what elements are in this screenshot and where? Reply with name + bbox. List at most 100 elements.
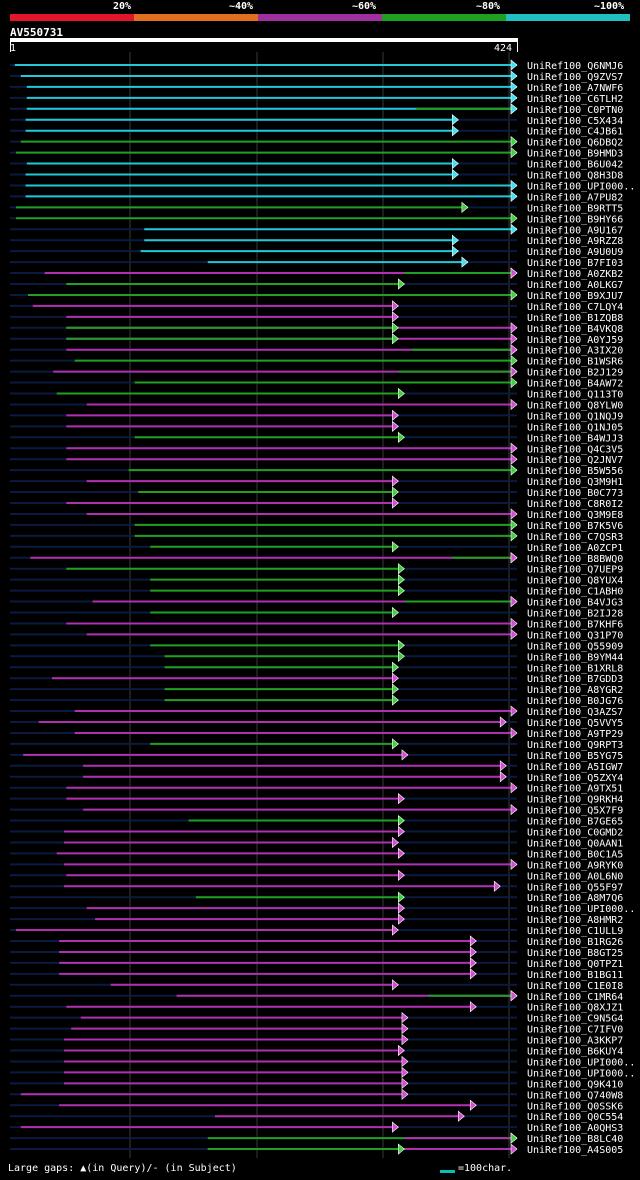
hit-label[interactable]: UniRef100_Q3M9H1	[527, 477, 623, 488]
hit-label[interactable]: UniRef100_Q6DBQ2	[527, 138, 623, 149]
hit-label[interactable]: UniRef100_A9RYK0	[527, 860, 623, 871]
hit-label[interactable]: UniRef100_C8R0I2	[527, 499, 623, 510]
hit-label[interactable]: UniRef100_Q0C554	[527, 1112, 623, 1123]
hit-label[interactable]: UniRef100_A3IX20	[527, 346, 623, 357]
hit-label[interactable]: UniRef100_Q8YLW0	[527, 400, 623, 411]
hit-label[interactable]: UniRef100_Q8XJZ1	[527, 1003, 623, 1014]
hit-label[interactable]: UniRef100_B8BWQ0	[527, 554, 623, 565]
hit-label[interactable]: UniRef100_B9HMD3	[527, 149, 623, 160]
hit-label[interactable]: UniRef100_A0ZKB2	[527, 269, 623, 280]
hit-label[interactable]: UniRef100_UPI000..	[527, 904, 635, 915]
hit-label[interactable]: UniRef100_Q0SSK6	[527, 1101, 623, 1112]
hit-label[interactable]: UniRef100_A9U167	[527, 225, 623, 236]
hit-label[interactable]: UniRef100_A9RZZ8	[527, 236, 623, 247]
hit-label[interactable]: UniRef100_C1ABH0	[527, 587, 623, 598]
hit-label[interactable]: UniRef100_Q1NJ05	[527, 422, 623, 433]
hit-label[interactable]: UniRef100_Q5X7F9	[527, 806, 623, 817]
hit-label[interactable]: UniRef100_B2J129	[527, 368, 623, 379]
hit-label[interactable]: UniRef100_A3KKP7	[527, 1036, 623, 1047]
hit-label[interactable]: UniRef100_B0JG76	[527, 696, 623, 707]
hit-label[interactable]: UniRef100_Q9K410	[527, 1079, 623, 1090]
hit-label[interactable]: UniRef100_Q1NQJ9	[527, 411, 623, 422]
hit-label[interactable]: UniRef100_Q3AZS7	[527, 707, 623, 718]
hit-label[interactable]: UniRef100_C0GMD2	[527, 828, 623, 839]
hit-label[interactable]: UniRef100_Q9ZVS7	[527, 72, 623, 83]
hit-label[interactable]: UniRef100_B7GE65	[527, 817, 623, 828]
hit-label[interactable]: UniRef100_A0QHS3	[527, 1123, 623, 1134]
hit-label[interactable]: UniRef100_B0C773	[527, 488, 623, 499]
hit-label[interactable]: UniRef100_C7LQY4	[527, 302, 623, 313]
hit-label[interactable]: UniRef100_B7FI03	[527, 258, 623, 269]
hit-label[interactable]: UniRef100_A9TX51	[527, 784, 623, 795]
hit-label[interactable]: UniRef100_C7IFV0	[527, 1025, 623, 1036]
hit-label[interactable]: UniRef100_Q4C3V5	[527, 444, 623, 455]
hit-label[interactable]: UniRef100_C4JB61	[527, 127, 623, 138]
hit-label[interactable]: UniRef100_B9YM44	[527, 652, 623, 663]
hit-label[interactable]: UniRef100_Q8YUX4	[527, 576, 623, 587]
hit-label[interactable]: UniRef100_Q7UEP9	[527, 565, 623, 576]
hit-label[interactable]: UniRef100_A0YJ59	[527, 335, 623, 346]
hit-label[interactable]: UniRef100_B4WJJ3	[527, 433, 623, 444]
hit-label[interactable]: UniRef100_B1BG11	[527, 970, 623, 981]
hit-label[interactable]: UniRef100_A9U0U9	[527, 247, 623, 258]
hit-label[interactable]: UniRef100_B9XJU7	[527, 291, 623, 302]
hit-label[interactable]: UniRef100_B7KHF6	[527, 619, 623, 630]
hit-label[interactable]: UniRef100_C1MR64	[527, 992, 623, 1003]
hit-label[interactable]: UniRef100_A9TP29	[527, 729, 623, 740]
hit-label[interactable]: UniRef100_Q55F97	[527, 882, 623, 893]
hit-label[interactable]: UniRef100_Q740W8	[527, 1090, 623, 1101]
hit-label[interactable]: UniRef100_UPI000..	[527, 181, 635, 192]
hit-label[interactable]: UniRef100_A8HMR2	[527, 915, 623, 926]
hit-label[interactable]: UniRef100_Q9RPT3	[527, 740, 623, 751]
hit-label[interactable]: UniRef100_B6U042	[527, 160, 623, 171]
hit-label[interactable]: UniRef100_B7GDD3	[527, 674, 623, 685]
hit-label[interactable]: UniRef100_B5W556	[527, 466, 623, 477]
hit-label[interactable]: UniRef100_Q113T0	[527, 390, 623, 401]
hit-label[interactable]: UniRef100_A5IGW7	[527, 762, 623, 773]
hit-label[interactable]: UniRef100_B1ZQB8	[527, 313, 623, 324]
hit-label[interactable]: UniRef100_A4S005	[527, 1145, 623, 1156]
hit-label[interactable]: UniRef100_Q9RKH4	[527, 795, 623, 806]
hit-label[interactable]: UniRef100_Q6NMJ6	[527, 61, 623, 72]
hit-label[interactable]: UniRef100_B6KUY4	[527, 1047, 623, 1058]
hit-label[interactable]: UniRef100_Q5VVY5	[527, 718, 623, 729]
hit-label[interactable]: UniRef100_B4VJG3	[527, 598, 623, 609]
hit-label[interactable]: UniRef100_A0ZCP1	[527, 543, 623, 554]
hit-label[interactable]: UniRef100_Q5ZXY4	[527, 773, 623, 784]
hit-label[interactable]: UniRef100_B0C1A5	[527, 849, 623, 860]
hit-label[interactable]: UniRef100_UPI000..	[527, 1068, 635, 1079]
hit-label[interactable]: UniRef100_B4VKQ8	[527, 324, 623, 335]
hit-label[interactable]: UniRef100_Q0AAN1	[527, 838, 623, 849]
hit-label[interactable]: UniRef100_C0PTN0	[527, 105, 623, 116]
hit-label[interactable]: UniRef100_A0LKG7	[527, 280, 623, 291]
hit-label[interactable]: UniRef100_B2IJ28	[527, 609, 623, 620]
hit-label[interactable]: UniRef100_Q3M9E8	[527, 510, 623, 521]
hit-label[interactable]: UniRef100_A8M7Q6	[527, 893, 623, 904]
hit-label[interactable]: UniRef100_C7QSR3	[527, 532, 623, 543]
hit-label[interactable]: UniRef100_B9RTT5	[527, 203, 623, 214]
hit-label[interactable]: UniRef100_B8GT25	[527, 948, 623, 959]
hit-label[interactable]: UniRef100_B1RG26	[527, 937, 623, 948]
hit-label[interactable]: UniRef100_B1WSR6	[527, 357, 623, 368]
hit-label[interactable]: UniRef100_Q2JNV7	[527, 455, 623, 466]
hit-label[interactable]: UniRef100_B5YG75	[527, 751, 623, 762]
hit-label[interactable]: UniRef100_Q55909	[527, 641, 623, 652]
hit-label[interactable]: UniRef100_B1XRL8	[527, 663, 623, 674]
hit-label[interactable]: UniRef100_UPI000..	[527, 1057, 635, 1068]
hit-label[interactable]: UniRef100_Q8H3D8	[527, 171, 623, 182]
hit-label[interactable]: UniRef100_Q0TPZ1	[527, 959, 623, 970]
hit-label[interactable]: UniRef100_C1ULL9	[527, 926, 623, 937]
hit-label[interactable]: UniRef100_C9N5G4	[527, 1014, 623, 1025]
hit-label[interactable]: UniRef100_C6TLH2	[527, 94, 623, 105]
hit-label[interactable]: UniRef100_A0L6N0	[527, 871, 623, 882]
hit-label[interactable]: UniRef100_A7PU82	[527, 192, 623, 203]
hit-label[interactable]: UniRef100_A7NWF6	[527, 83, 623, 94]
hit-label[interactable]: UniRef100_B9HY66	[527, 214, 623, 225]
hit-label[interactable]: UniRef100_Q31P70	[527, 630, 623, 641]
hit-label[interactable]: UniRef100_B7K5V6	[527, 521, 623, 532]
hit-label[interactable]: UniRef100_B8LC40	[527, 1134, 623, 1145]
hit-label[interactable]: UniRef100_B4AW72	[527, 379, 623, 390]
hit-label[interactable]: UniRef100_C1E0I8	[527, 981, 623, 992]
hit-label[interactable]: UniRef100_C5X434	[527, 116, 623, 127]
hit-label[interactable]: UniRef100_A8YGR2	[527, 685, 623, 696]
